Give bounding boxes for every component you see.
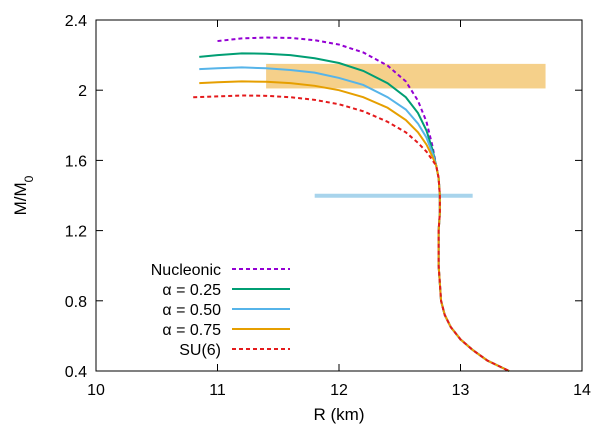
legend-label-1: Nucleonic — [151, 262, 221, 279]
x-tick-label: 14 — [573, 382, 591, 399]
constraint-bands — [266, 63, 546, 198]
series-line-3 — [199, 66, 510, 372]
y-tick-label: 0.4 — [65, 364, 87, 381]
constraint-band-1 — [266, 63, 546, 89]
x-tick-label: 10 — [87, 382, 105, 399]
y-axis-label-main: M/M — [11, 182, 30, 215]
y-tick-label: 1.6 — [65, 153, 87, 170]
legend: Nucleonic α = 0.25 α = 0.50 α = 0.75 SU(6) — [151, 262, 290, 359]
series-line-5 — [193, 94, 510, 372]
series-line-4 — [199, 80, 510, 372]
y-tick-label: 0.8 — [65, 294, 87, 311]
y-tick-label: 2 — [78, 83, 87, 100]
y-axis-label-sub: 0 — [22, 175, 36, 182]
legend-label-2: α = 0.25 — [162, 282, 221, 299]
x-tick-label: 11 — [209, 382, 226, 399]
y-tick-label: 1.2 — [65, 224, 87, 241]
x-tick-label: 13 — [452, 382, 470, 399]
legend-label-5: SU(6) — [179, 342, 221, 359]
y-axis-label: M/M0 — [11, 175, 36, 215]
axis-ticks: 10 11 12 13 14 0.4 0.8 1.2 1.6 2 2.4 — [65, 13, 591, 399]
x-axis-label: R (km) — [314, 405, 365, 424]
y-tick-label: 2.4 — [65, 13, 87, 30]
constraint-band-2 — [314, 193, 473, 198]
legend-label-4: α = 0.75 — [162, 322, 221, 339]
series-curves — [193, 36, 510, 372]
legend-label-3: α = 0.50 — [162, 302, 221, 319]
series-line-2 — [199, 52, 510, 372]
x-tick-label: 12 — [330, 382, 348, 399]
